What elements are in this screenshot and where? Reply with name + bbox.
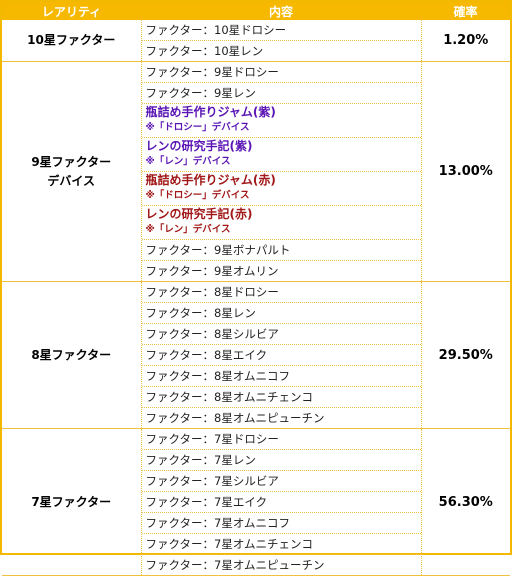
rarity-cell: 9星ファクター デバイス	[2, 61, 142, 282]
device-title: 瓶詰め手作りジャム(紫)	[145, 105, 276, 119]
items-cell: ファクター：9星ドロシー ファクター：9星レン 瓶詰め手作りジャム(紫) ※「ド…	[141, 61, 421, 282]
items-cell: ファクター：7星ドロシー ファクター：7星レン ファクター：7星シルビア ファク…	[141, 428, 421, 576]
device-note: ※「ドロシー」デバイス	[145, 190, 250, 201]
list-item: ファクター：7星エイク	[141, 492, 421, 513]
rate-cell: 1.20%	[420, 20, 510, 62]
device-item: 瓶詰め手作りジャム(赤) ※「ドロシー」デバイス	[141, 172, 421, 206]
items-cell: ファクター：8星ドロシー ファクター：8星レン ファクター：8星シルビア ファク…	[141, 281, 421, 429]
rate-cell: 13.00%	[420, 61, 510, 282]
header-rarity: レアリティ	[2, 2, 141, 20]
list-item: ファクター：7星レン	[141, 450, 421, 471]
table-row: 8星ファクター ファクター：8星ドロシー ファクター：8星レン ファクター：8星…	[2, 281, 510, 429]
device-title: 瓶詰め手作りジャム(赤)	[145, 173, 276, 187]
rarity-label: 8星ファクター	[31, 347, 112, 362]
table-row: 10星ファクター ファクター：10星ドロシー ファクター：10星レン 1.20%	[2, 20, 510, 62]
device-item: レンの研究手記(紫) ※「レン」デバイス	[141, 138, 421, 172]
list-item: ファクター：7星オムニコフ	[141, 513, 421, 534]
rate-cell: 56.30%	[420, 428, 510, 576]
list-item: ファクター：8星オムニピューチン	[145, 411, 325, 425]
list-item: ファクター：7星シルビア	[141, 471, 421, 492]
list-item: ファクター：9星ドロシー	[141, 62, 421, 83]
device-note: ※「レン」デバイス	[145, 224, 231, 235]
list-item: ファクター：9星ボナパルト	[141, 240, 421, 261]
list-item: ファクター：8星シルビア	[141, 324, 421, 345]
list-item: ファクター：8星レン	[141, 303, 421, 324]
list-item: ファクター：10星レン	[145, 44, 264, 58]
rarity-label: 10星ファクター	[27, 33, 116, 47]
device-note: ※「レン」デバイス	[145, 156, 231, 167]
list-item: ファクター：9星オムリン	[145, 264, 279, 278]
rate-cell: 29.50%	[420, 281, 510, 429]
device-title: レンの研究手記(赤)	[145, 207, 253, 221]
list-item: ファクター：7星オムニチェンコ	[141, 534, 421, 555]
list-item: ファクター：8星オムニコフ	[141, 366, 421, 387]
header-row: レアリティ 内容 確率	[2, 2, 510, 20]
rarity-cell: 10星ファクター	[2, 20, 142, 62]
items-cell: ファクター：10星ドロシー ファクター：10星レン	[141, 20, 421, 62]
list-item: ファクター：8星オムニチェンコ	[141, 387, 421, 408]
table-row: 7星ファクター ファクター：7星ドロシー ファクター：7星レン ファクター：7星…	[2, 428, 510, 576]
device-note: ※「ドロシー」デバイス	[145, 122, 250, 133]
rarity-label: 7星ファクター	[31, 494, 112, 509]
rarity-label-line2: デバイス	[47, 173, 96, 188]
list-item: ファクター：8星エイク	[141, 345, 421, 366]
device-item: レンの研究手記(赤) ※「レン」デバイス	[141, 206, 421, 240]
rarity-label: 9星ファクター	[31, 154, 112, 169]
device-item: 瓶詰め手作りジャム(紫) ※「ドロシー」デバイス	[141, 104, 421, 138]
list-item: ファクター：7星オムニピューチン	[145, 558, 325, 572]
list-item: ファクター：8星ドロシー	[141, 282, 421, 303]
header-rate: 確率	[421, 2, 510, 20]
rarity-cell: 7星ファクター	[2, 428, 142, 576]
device-title: レンの研究手記(紫)	[145, 139, 253, 153]
list-item: ファクター：9星レン	[141, 83, 421, 104]
list-item: ファクター：10星ドロシー	[141, 20, 421, 41]
list-item: ファクター：7星ドロシー	[141, 429, 421, 450]
rarity-cell: 8星ファクター	[2, 281, 142, 429]
table-row: 9星ファクター デバイス ファクター：9星ドロシー ファクター：9星レン 瓶詰め…	[2, 61, 510, 282]
header-content: 内容	[141, 2, 421, 20]
